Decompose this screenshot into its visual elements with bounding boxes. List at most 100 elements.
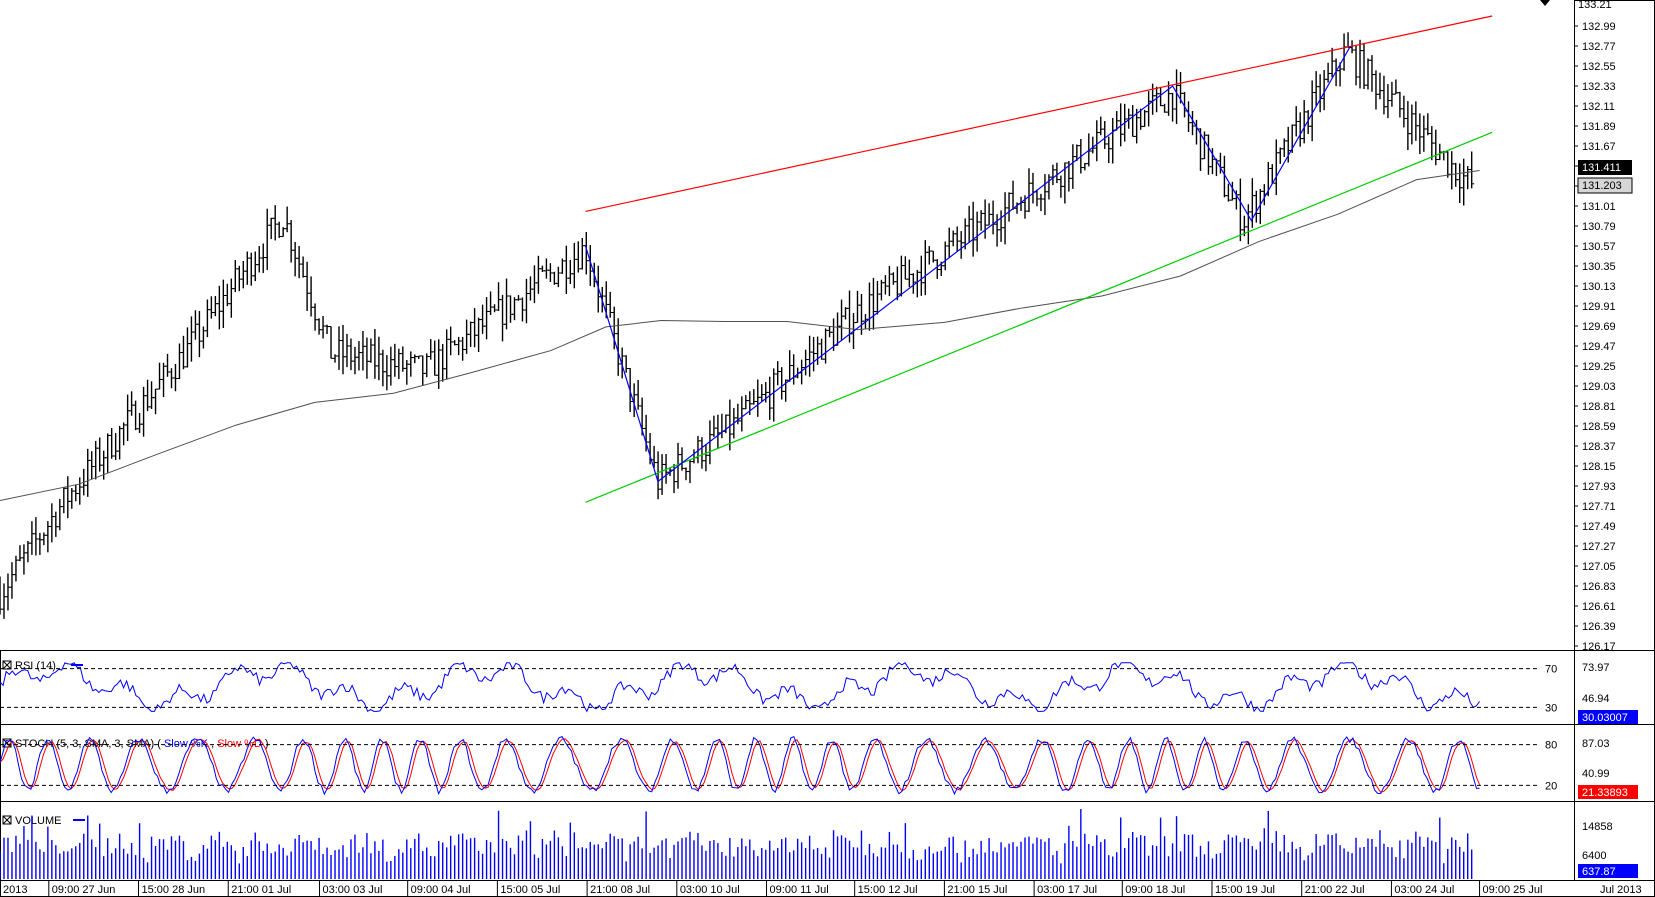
time-axis-right-label: Jul 2013: [1600, 884, 1642, 896]
time-tick-label: 15:00 05 Jul: [500, 884, 560, 896]
stoch-last-value-label: 21.33893: [1578, 785, 1638, 799]
rsi-line: [0, 662, 1480, 713]
price-tick-label: 129.91: [1582, 301, 1616, 313]
price-tick-label: 130.13: [1582, 281, 1616, 293]
price-tick-label: 132.55: [1582, 61, 1616, 73]
volume-bars: [0, 809, 1473, 879]
zigzag-polyline[interactable]: [584, 45, 1352, 483]
time-tick-label: 21:00 15 Jul: [947, 884, 1007, 896]
stoch-d-polyline: [0, 738, 1481, 793]
rsi-levels: 70 30: [0, 664, 1557, 714]
price-tick-label: 129.25: [1582, 361, 1616, 373]
price-tick-label: 126.39: [1582, 621, 1616, 633]
price-tick-label: 129.69: [1582, 321, 1616, 333]
stoch-k-polyline: [0, 736, 1480, 796]
stoch-lines: [0, 736, 1481, 796]
time-tick-label: 21:00 01 Jul: [231, 884, 291, 896]
panel-close-icon-cross-b: [2, 815, 12, 825]
price-tick-label: 128.81: [1582, 401, 1616, 413]
svg-text:21.33893: 21.33893: [1582, 787, 1628, 799]
time-tick-label: 15:00 19 Jul: [1215, 884, 1275, 896]
price-tick-label: 128.37: [1582, 441, 1616, 453]
time-axis[interactable]: 2013 09:00 27 Jun 15:00 28 Jun 21:00 01 Jul…: [0, 880, 1542, 897]
rsi-polyline: [0, 662, 1480, 713]
rsi-title: RSI (14): [15, 660, 56, 672]
price-tick-label: 127.49: [1582, 521, 1616, 533]
last-price-label: 131.203: [1577, 177, 1633, 194]
price-tick-label: 130.79: [1582, 221, 1616, 233]
stoch-level-label: 20: [1545, 780, 1557, 792]
resistance-trendline[interactable]: [585, 15, 1493, 213]
stoch-title-sep: ,: [211, 738, 217, 750]
price-tick-label: 130.35: [1582, 261, 1616, 273]
price-tick-label: 128.15: [1582, 461, 1616, 473]
svg-text:30.03007: 30.03007: [1582, 712, 1628, 724]
stoch-levels: 80 20: [0, 740, 1557, 792]
time-tick-label: 09:00 11 Jul: [770, 884, 829, 896]
stoch-tick-lower: 40.99: [1582, 768, 1610, 780]
price-tick-label: 128.59: [1582, 421, 1616, 433]
price-tick-label: 129.47: [1582, 341, 1616, 353]
stoch-title-close: ): [265, 738, 269, 750]
time-tick-label: 15:00 12 Jul: [858, 884, 918, 896]
volume-tick-upper: 14858: [1582, 821, 1613, 833]
volume-last-value-label: 637.87: [1578, 864, 1638, 878]
stoch-panel[interactable]: STOCH (5, 3, SMA, 3, SMA) ( Slow %K , Sl…: [0, 736, 1655, 802]
time-tick-label: 21:00 22 Jul: [1305, 884, 1365, 896]
time-tick-label: 15:00 28 Jun: [142, 884, 206, 896]
panel-close-icon-cross-b: [2, 660, 12, 670]
time-tick-label: 09:00 25 Jul: [1483, 884, 1543, 896]
time-tick-label: 21:00 08 Jul: [590, 884, 650, 896]
svg-text:131.411: 131.411: [1582, 162, 1621, 174]
price-tick-label: 132.33: [1582, 81, 1616, 93]
volume-panel[interactable]: VOLUME 14858 6400 637.87: [0, 809, 1655, 881]
rsi-panel[interactable]: RSI (14) 70 30 73.97 46.94 30.03007: [0, 660, 1655, 725]
ma-value-label: 131.411: [1578, 160, 1632, 175]
ma-curve: [0, 170, 1480, 502]
rsi-level-label: 30: [1545, 702, 1557, 714]
svg-text:131.203: 131.203: [1582, 180, 1622, 192]
scroll-marker-icon[interactable]: [1540, 0, 1550, 6]
stoch-k-label: Slow %K: [164, 738, 209, 750]
time-tick-label: 03:00 03 Jul: [323, 884, 383, 896]
price-plot-area: [0, 0, 1574, 650]
time-tick-label: 09:00 18 Jul: [1125, 884, 1185, 896]
rsi-last-value-label: 30.03007: [1578, 710, 1638, 724]
price-tick-label: 127.27: [1582, 541, 1616, 553]
rsi-tick-lower: 46.94: [1582, 693, 1610, 705]
price-tick-label: 132.99: [1582, 21, 1616, 33]
price-tick-label: 126.61: [1582, 601, 1616, 613]
price-axis-top-label: 133.21: [1578, 0, 1612, 11]
support-trendline[interactable]: [585, 131, 1493, 503]
volume-tick-lower: 6400: [1582, 850, 1606, 862]
time-tick-label: 09:00 27 Jun: [52, 884, 116, 896]
time-tick-label: 03:00 24 Jul: [1394, 884, 1454, 896]
stoch-tick-upper: 87.03: [1582, 738, 1610, 750]
panel-close-icon[interactable]: [2, 815, 12, 825]
rsi-tick-upper: 73.97: [1582, 662, 1610, 674]
price-tick-label: 132.77: [1582, 41, 1616, 53]
trend-lines: [585, 15, 1493, 503]
zigzag-line: [584, 45, 1352, 483]
time-tick-label: 09:00 04 Jul: [411, 884, 471, 896]
stoch-title-open: (: [157, 738, 161, 750]
rsi-level-label: 70: [1545, 664, 1557, 676]
svg-text:637.87: 637.87: [1582, 866, 1616, 878]
price-axis-ticks: 132.99 132.77 132.55 132.33 132.11 131.89 131.…: [1574, 21, 1616, 653]
price-tick-label: 126.17: [1582, 641, 1616, 653]
price-tick-label: 131.01: [1582, 201, 1616, 213]
price-tick-label: 127.05: [1582, 561, 1616, 573]
price-tick-label: 132.11: [1582, 101, 1615, 113]
price-tick-label: 126.83: [1582, 581, 1616, 593]
price-tick-label: 127.93: [1582, 481, 1616, 493]
moving-average-line: [0, 170, 1480, 502]
time-tick-label: 03:00 17 Jul: [1037, 884, 1097, 896]
stoch-level-label: 80: [1545, 740, 1557, 752]
price-tick-label: 129.03: [1582, 381, 1616, 393]
stoch-title-prefix: STOCH (5, 3, SMA, 3, SMA): [15, 738, 154, 750]
price-tick-label: 131.89: [1582, 121, 1616, 133]
price-tick-label: 130.57: [1582, 241, 1616, 253]
price-tick-label: 131.67: [1582, 141, 1616, 153]
time-tick-label: 03:00 10 Jul: [680, 884, 740, 896]
